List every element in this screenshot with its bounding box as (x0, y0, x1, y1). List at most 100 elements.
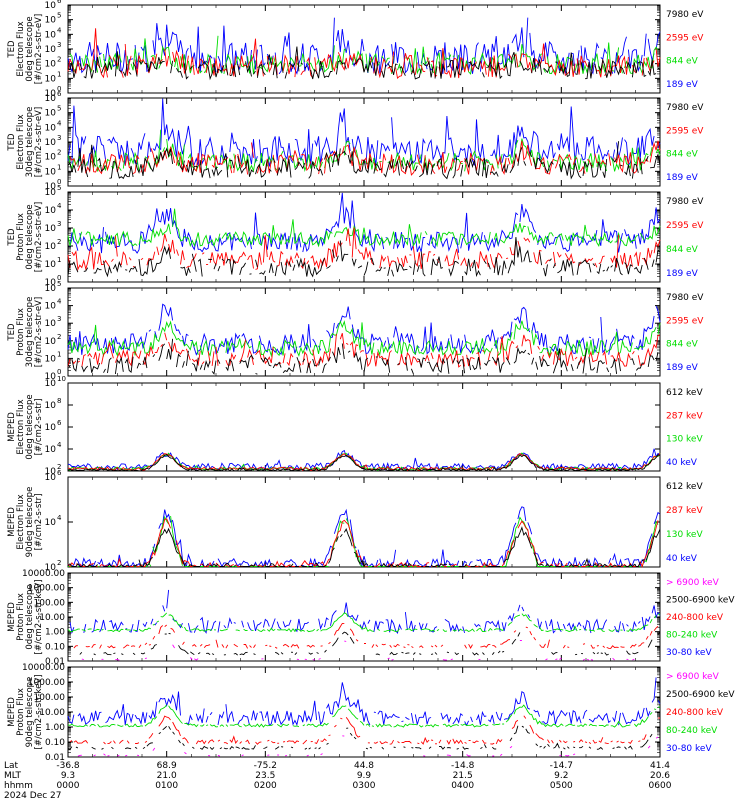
y-tick-label-exponent: 4 (57, 26, 62, 34)
y-tick-label-exponent: 1 (57, 70, 61, 78)
y-axis-label: TED (7, 133, 17, 152)
series-trace (67, 46, 661, 81)
legend-entry: 30-80 keV (666, 744, 712, 754)
legend-entry: 287 keV (666, 411, 703, 421)
y-tick-label: 10 (45, 467, 57, 477)
legend-entry: 7980 eV (666, 10, 704, 20)
legend-entry: 844 eV (666, 57, 699, 67)
legend-entry: 130 keV (666, 530, 703, 540)
y-tick-label-exponent: 6 (57, 469, 62, 477)
axis-column-value: -75.2 (254, 761, 277, 771)
legend-entry: 2595 eV (666, 221, 704, 231)
series-trace (67, 677, 661, 727)
legend-entry: 844 eV (666, 150, 699, 160)
axis-column-value: 21.5 (453, 771, 473, 781)
axis-row-label: Lat (4, 761, 19, 771)
y-tick-label-exponent: 4 (57, 119, 62, 127)
y-tick-label-exponent: 0 (57, 368, 61, 376)
y-tick-label-exponent: 8 (57, 397, 61, 405)
axis-column-value: 9.3 (61, 771, 75, 781)
y-tick-label: 1.00 (45, 628, 65, 638)
axis-column-value: 0500 (550, 781, 573, 791)
y-tick-label-exponent: 4 (57, 514, 62, 522)
series-trace (67, 506, 661, 569)
y-axis-label: 90deg telescope (25, 487, 35, 558)
y-axis-label: TED (7, 228, 17, 247)
axis-row-label: hhmm (4, 781, 33, 791)
y-tick-label: 10 (45, 302, 57, 312)
axis-column-value: 0200 (254, 781, 277, 791)
y-tick-label: 10 (45, 30, 57, 40)
series-trace (67, 453, 661, 472)
y-tick-label: 10 (45, 337, 57, 347)
y-tick-label: 10 (45, 206, 57, 216)
y-tick-label: 100.00 (34, 693, 66, 703)
y-tick-label-exponent: 0 (57, 178, 61, 186)
y-tick-label: 1000.00 (28, 678, 65, 688)
y-tick-label-exponent: 2 (57, 463, 61, 471)
y-tick-label-exponent: 4 (57, 202, 62, 210)
y-tick-label: 10 (45, 260, 57, 270)
y-axis-label: [#/cm2-s-str-eV] (34, 202, 44, 272)
axis-column-value: 9.9 (357, 771, 372, 781)
y-axis-label: [#/cm2-s-str-keV] (34, 675, 44, 750)
y-axis-label: MEPED (7, 602, 17, 632)
y-axis-label: Electron Flux (16, 399, 26, 454)
y-tick-label-exponent: 5 (57, 184, 61, 192)
y-tick-label: 10 (45, 354, 57, 364)
y-tick-label-exponent: 6 (57, 90, 62, 98)
y-axis-label: 30deg telescope (25, 297, 35, 368)
y-axis-label: Electron Flux (16, 21, 26, 76)
axis-column-value: 0100 (155, 781, 178, 791)
legend-entry: 189 eV (666, 363, 699, 373)
y-tick-label: 10 (45, 278, 57, 288)
y-tick-label: 10 (45, 242, 57, 252)
y-tick-label-exponent: 4 (57, 441, 62, 449)
y-tick-label: 10 (45, 109, 57, 119)
series-trace (69, 715, 660, 745)
series-trace (67, 98, 661, 167)
legend-entry: 2595 eV (666, 126, 704, 136)
y-tick-label: 10 (45, 284, 57, 294)
y-axis-label: 0deg telescope (25, 394, 35, 459)
y-tick-label: 10 (45, 45, 57, 55)
y-tick-label: 1000.00 (28, 584, 65, 594)
series-trace (69, 589, 661, 635)
y-axis-label: [#/cm2-s-str-eV] (34, 107, 44, 177)
y-tick-label-exponent: 2 (57, 56, 61, 64)
y-tick-label: 10 (45, 401, 57, 411)
y-tick-label-exponent: 4 (57, 298, 62, 306)
y-tick-label: 10 (45, 1, 57, 11)
axis-column-value: 41.4 (650, 761, 670, 771)
legend-entry: > 6900 keV (666, 672, 720, 682)
y-axis-label: 30deg telescope (25, 107, 35, 178)
legend-entry: 7980 eV (666, 197, 704, 207)
panel-frame (67, 572, 661, 662)
y-tick-label-exponent: 1 (57, 163, 61, 171)
series-trace (68, 519, 660, 567)
y-axis-label: 0deg telescope (25, 584, 35, 649)
y-tick-label: 1.00 (45, 723, 65, 733)
series-trace (67, 453, 661, 472)
y-tick-label: 100.00 (34, 598, 66, 608)
y-tick-label: 10.00 (39, 613, 65, 623)
axis-column-value: -14.7 (550, 761, 573, 771)
legend-entry: 612 keV (666, 388, 703, 398)
y-axis-label: Proton Flux (16, 308, 26, 356)
axis-column-value: 0000 (57, 781, 80, 791)
series-trace (78, 736, 660, 756)
legend-entry: 7980 eV (666, 103, 704, 113)
y-tick-label: 10 (45, 379, 57, 389)
legend-entry: 80-240 keV (666, 631, 718, 641)
axis-column-value: 20.6 (650, 771, 670, 781)
axis-column-value: 68.9 (157, 761, 177, 771)
y-axis-label: MEPED (7, 412, 17, 442)
y-axis-label: 90deg telescope (25, 677, 35, 748)
legend-entry: 844 eV (666, 340, 699, 350)
panel-frame (67, 476, 661, 568)
y-tick-label-exponent: 2 (57, 559, 61, 567)
series-trace (68, 516, 660, 567)
legend-entry: 2500-6900 keV (666, 690, 735, 700)
y-tick-label-exponent: 1 (57, 256, 61, 264)
axis-column-value: 23.5 (255, 771, 275, 781)
